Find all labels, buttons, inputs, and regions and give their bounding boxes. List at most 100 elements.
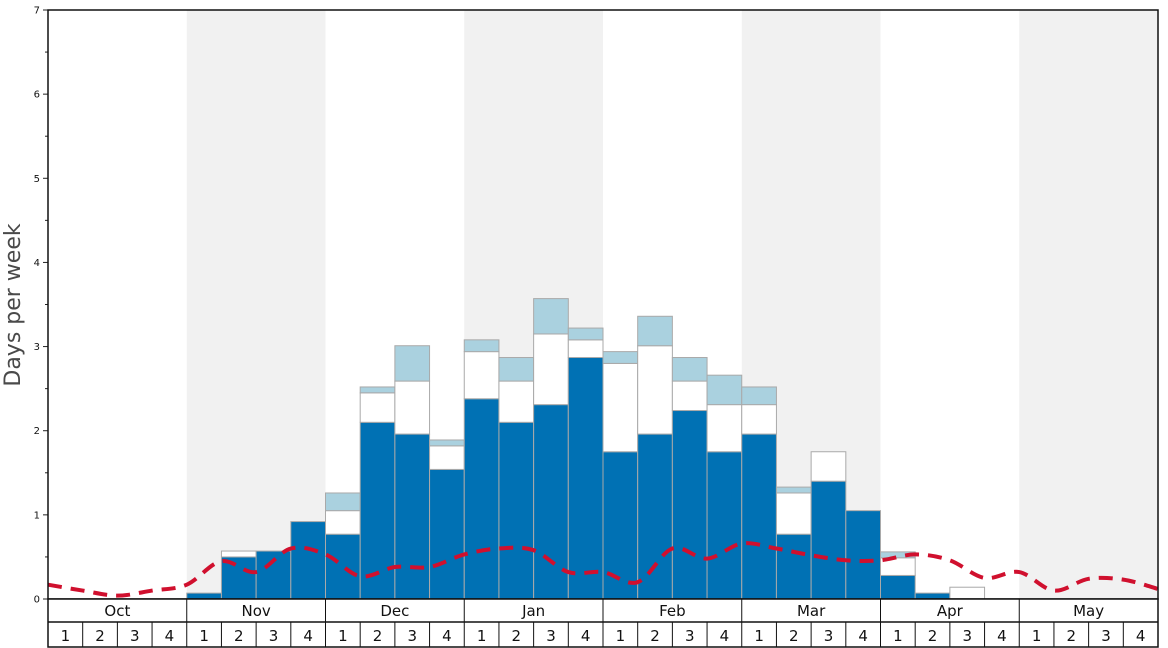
week-label-dec-1: 1: [338, 627, 348, 645]
bar-segment-0-12: [463, 398, 500, 600]
bar-segment-1-22: [810, 451, 847, 482]
bar-segment-0-8: [325, 533, 361, 600]
bar-segment-1-26: [949, 586, 986, 600]
bar-segment-1-11: [429, 445, 465, 470]
week-label-apr-3: 3: [962, 627, 972, 645]
week-label-nov-2: 2: [234, 627, 244, 645]
bar-segment-2-15: [567, 327, 604, 341]
week-label-apr-2: 2: [928, 627, 938, 645]
week-label-jan-4: 4: [581, 627, 591, 645]
bar-segment-0-14: [533, 404, 569, 600]
bar-segment-1-5: [220, 550, 257, 558]
week-label-feb-1: 1: [616, 627, 626, 645]
bar-segment-0-17: [637, 433, 673, 600]
bar-segment-1-12: [463, 351, 500, 400]
bar-segment-1-10: [394, 380, 431, 435]
bar-segment-1-16: [602, 362, 639, 453]
bar-segment-2-12: [463, 339, 500, 353]
bar-segment-0-25: [914, 592, 951, 600]
week-label-dec-3: 3: [407, 627, 417, 645]
bar-segment-1-18: [671, 380, 708, 412]
week-label-oct-1: 1: [61, 627, 71, 645]
bar-segment-0-11: [429, 468, 465, 600]
bar-segment-0-18: [671, 410, 708, 600]
bar-segment-2-14: [533, 298, 569, 335]
month-label-mar: Mar: [797, 602, 826, 620]
week-label-oct-3: 3: [130, 627, 140, 645]
week-label-nov-3: 3: [269, 627, 279, 645]
y-tick-label-1: 1: [34, 510, 40, 521]
bar-segment-2-20: [741, 386, 777, 406]
bar-segment-1-13: [498, 380, 535, 423]
month-label-feb: Feb: [659, 602, 686, 620]
bar-segment-2-9: [359, 386, 396, 394]
y-axis-label: Days per week: [1, 223, 26, 386]
bar-segment-0-20: [741, 433, 777, 600]
week-label-oct-4: 4: [165, 627, 175, 645]
bar-segment-2-8: [325, 492, 361, 512]
y-tick-label-3: 3: [34, 342, 40, 353]
bar-series: [186, 298, 986, 600]
bar-segment-0-22: [810, 480, 847, 600]
month-label-apr: Apr: [937, 602, 964, 620]
y-tick-label-2: 2: [34, 426, 40, 437]
bar-segment-2-16: [602, 351, 639, 364]
month-label-may: May: [1073, 602, 1104, 620]
bar-segment-1-14: [533, 333, 569, 406]
week-label-jan-1: 1: [477, 627, 487, 645]
week-label-feb-2: 2: [650, 627, 660, 645]
week-label-may-1: 1: [1032, 627, 1042, 645]
week-label-feb-3: 3: [685, 627, 695, 645]
bar-segment-2-19: [706, 374, 743, 406]
bar-segment-1-8: [325, 510, 361, 535]
week-label-may-2: 2: [1067, 627, 1077, 645]
y-tick-label-7: 7: [34, 6, 40, 17]
y-tick-label-4: 4: [34, 258, 40, 269]
week-label-mar-1: 1: [754, 627, 764, 645]
bar-segment-0-16: [602, 451, 639, 600]
bar-segment-1-17: [637, 345, 673, 435]
bar-segment-0-19: [706, 451, 743, 600]
bar-segment-1-19: [706, 404, 743, 453]
bar-segment-1-20: [741, 404, 777, 435]
month-label-jan: Jan: [521, 602, 545, 620]
x-axis: Oct 1 2 3 4 Nov 1 2 3 4 Dec 1 2 3 4 Jan 1 2 3 4 Feb 1 2 3 4 Mar 1 2…: [47, 598, 1159, 648]
bar-segment-2-21: [775, 486, 812, 494]
y-tick-label-0: 0: [34, 595, 40, 606]
bar-segment-2-13: [498, 357, 535, 382]
week-label-nov-1: 1: [199, 627, 209, 645]
week-label-jan-3: 3: [546, 627, 556, 645]
week-label-nov-4: 4: [303, 627, 313, 645]
y-tick-label-6: 6: [34, 90, 40, 101]
week-label-mar-4: 4: [858, 627, 868, 645]
bar-segment-2-10: [394, 345, 431, 382]
month-shade-may: [1019, 10, 1158, 599]
bar-segment-0-15: [567, 357, 604, 600]
bar-segment-0-4: [186, 592, 222, 600]
month-label-nov: Nov: [241, 602, 270, 620]
week-label-apr-4: 4: [997, 627, 1007, 645]
month-label-dec: Dec: [380, 602, 409, 620]
week-label-mar-2: 2: [789, 627, 799, 645]
week-label-dec-2: 2: [373, 627, 383, 645]
bar-segment-0-10: [394, 433, 431, 600]
average-line: [47, 541, 1159, 598]
week-label-may-4: 4: [1136, 627, 1146, 645]
average-dashed-line: [47, 541, 1159, 598]
bar-segment-0-21: [775, 533, 812, 600]
bar-segment-2-17: [637, 315, 673, 347]
week-label-apr-1: 1: [893, 627, 903, 645]
y-tick-label-5: 5: [34, 174, 40, 185]
week-label-feb-4: 4: [720, 627, 730, 645]
week-label-oct-2: 2: [95, 627, 105, 645]
bar-segment-2-11: [429, 439, 465, 447]
bar-segment-1-9: [359, 392, 396, 423]
week-label-mar-3: 3: [824, 627, 834, 645]
week-label-dec-4: 4: [442, 627, 452, 645]
bar-segment-0-7: [290, 521, 326, 600]
week-label-jan-2: 2: [512, 627, 522, 645]
week-label-may-3: 3: [1101, 627, 1111, 645]
month-label-oct: Oct: [104, 602, 130, 620]
bar-segment-1-15: [567, 339, 604, 359]
